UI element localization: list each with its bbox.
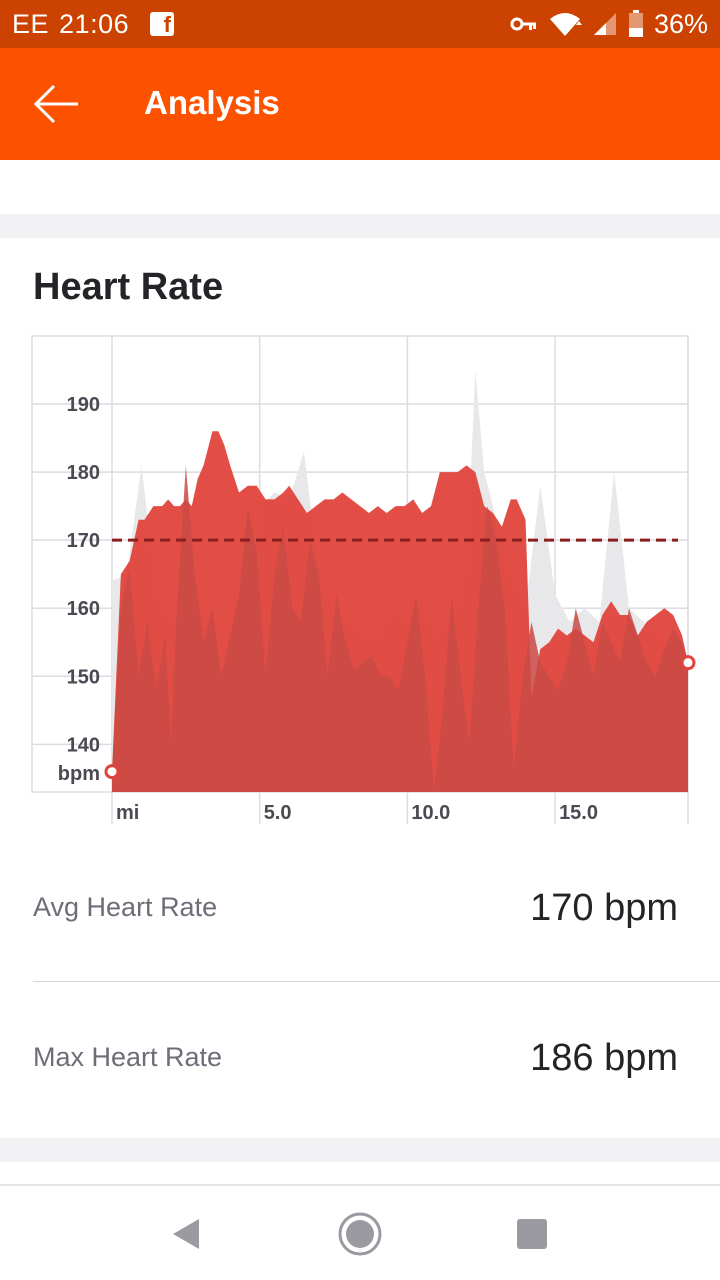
status-left: EE 21:06 bbox=[12, 0, 129, 48]
system-nav-bar bbox=[0, 1184, 720, 1280]
battery-percent: 36% bbox=[653, 8, 708, 39]
max-heart-rate-label: Max Heart Rate bbox=[33, 1042, 223, 1072]
secondary-overlay-area bbox=[112, 465, 688, 792]
x-tick-label: 10.0 bbox=[411, 802, 450, 824]
nav-recents-button[interactable] bbox=[504, 1206, 560, 1262]
battery-icon bbox=[628, 10, 643, 37]
recents-square-icon bbox=[517, 1219, 547, 1249]
section-separator bbox=[0, 214, 720, 238]
y-tick-label: 190 bbox=[67, 394, 100, 416]
y-unit-label: bpm bbox=[58, 763, 100, 785]
x-tick-label: 5.0 bbox=[264, 802, 292, 824]
avg-heart-rate-value: 170 bpm bbox=[530, 887, 678, 929]
status-bar: EE 21:06 f 36% bbox=[0, 0, 720, 48]
card-title: Heart Rate bbox=[33, 266, 224, 308]
home-circle-icon bbox=[338, 1212, 382, 1256]
back-button[interactable] bbox=[22, 78, 86, 130]
back-triangle-icon bbox=[173, 1219, 199, 1249]
section-separator-bottom bbox=[0, 1138, 720, 1162]
arrow-left-icon bbox=[33, 84, 78, 124]
stats-divider bbox=[33, 981, 720, 982]
wifi-icon bbox=[549, 13, 582, 36]
vpn-key-icon bbox=[510, 17, 536, 31]
page-title: Analysis bbox=[144, 84, 280, 121]
nav-home-button[interactable] bbox=[332, 1206, 388, 1262]
x-tick-label: 15.0 bbox=[559, 802, 598, 824]
clock: 21:06 bbox=[59, 8, 130, 39]
start-marker bbox=[104, 764, 120, 780]
avg-heart-rate-label: Avg Heart Rate bbox=[33, 892, 218, 922]
max-heart-rate-value: 186 bpm bbox=[530, 1037, 678, 1079]
app-bar: Analysis bbox=[0, 48, 720, 160]
status-right: 36% bbox=[510, 0, 708, 48]
y-tick-label: 160 bbox=[67, 598, 100, 620]
y-tick-label: 150 bbox=[67, 666, 100, 688]
nav-back-button[interactable] bbox=[158, 1206, 214, 1262]
y-tick-label: 140 bbox=[67, 734, 100, 756]
signal-icon bbox=[593, 13, 616, 35]
y-tick-label: 180 bbox=[67, 462, 100, 484]
x-unit-label: mi bbox=[116, 802, 139, 824]
end-marker bbox=[680, 655, 696, 671]
y-tick-label: 170 bbox=[67, 530, 100, 552]
facebook-notification-icon: f bbox=[150, 12, 174, 36]
carrier-label: EE bbox=[12, 8, 50, 39]
